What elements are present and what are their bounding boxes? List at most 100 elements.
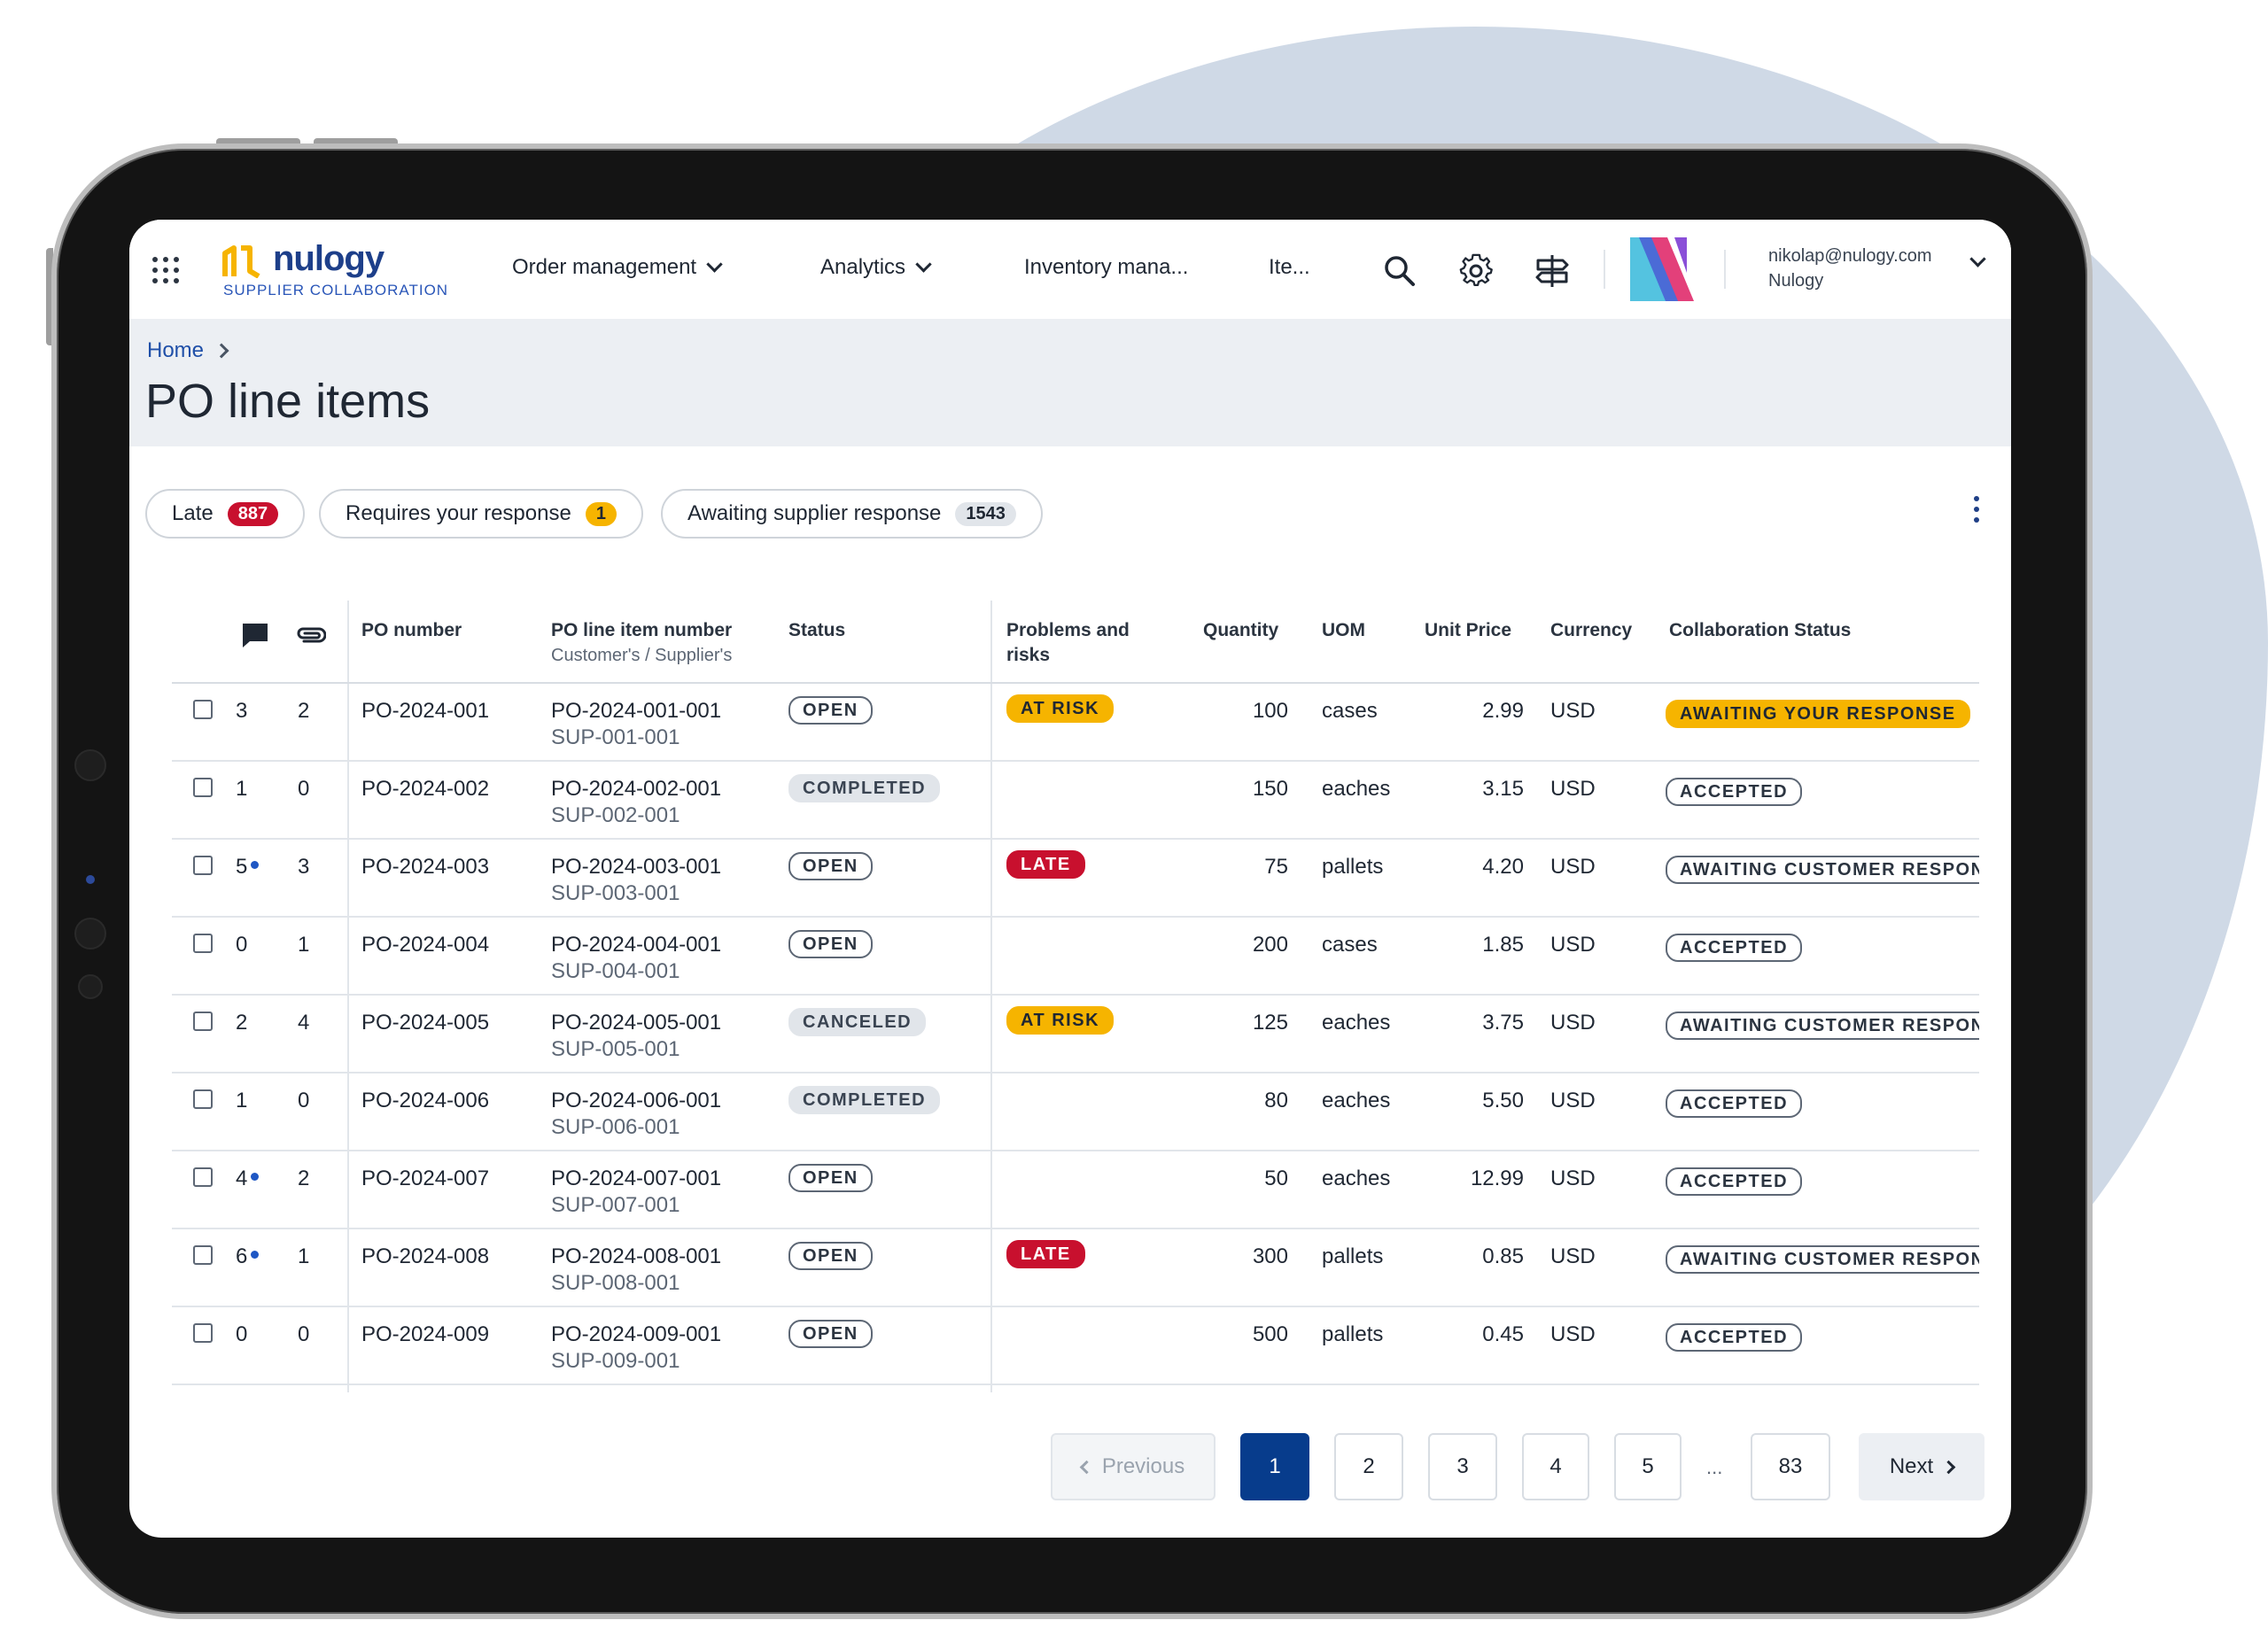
column-header-po-number[interactable]: PO number (361, 620, 462, 640)
collaboration-status-badge[interactable]: ACCEPTED (1666, 778, 1803, 806)
comment-count[interactable]: 1 (236, 776, 247, 802)
po-line-number[interactable]: PO-2024-001-001 SUP-001-001 (551, 698, 721, 751)
comment-icon[interactable] (241, 622, 269, 648)
table-row[interactable]: 1 0 PO-2024-002 PO-2024-002-001 SUP-002-001 C… (172, 762, 1979, 840)
column-header-status[interactable]: Status (788, 620, 846, 640)
nav-analytics[interactable]: Analytics (820, 255, 932, 280)
column-header-problems[interactable]: Problems and risks (1006, 618, 1130, 668)
pagination-page-4[interactable]: 4 (1522, 1433, 1589, 1500)
column-header-unit-price[interactable]: Unit Price (1425, 620, 1512, 640)
po-number-link[interactable]: PO-2024-002 (361, 777, 490, 801)
table-row[interactable]: 2 4 PO-2024-005 PO-2024-005-001 SUP-005-001 C… (172, 996, 1979, 1074)
collaboration-status-badge[interactable]: ACCEPTED (1666, 1089, 1803, 1118)
pagination-page-5[interactable]: 5 (1614, 1433, 1682, 1500)
filter-chip-late[interactable]: Late 887 (145, 489, 306, 539)
row-checkbox[interactable] (193, 1323, 213, 1343)
collaboration-status-badge[interactable]: AWAITING CUSTOMER RESPONSE (1666, 1245, 1979, 1274)
row-checkbox[interactable] (193, 934, 213, 953)
pagination-next-button[interactable]: Next (1859, 1433, 1984, 1500)
po-number-link[interactable]: PO-2024-006 (361, 1089, 490, 1112)
row-checkbox[interactable] (193, 778, 213, 797)
chevron-down-icon[interactable] (1969, 251, 1986, 267)
comment-count[interactable]: 0 (236, 1322, 247, 1348)
attachment-count[interactable]: 2 (298, 1167, 310, 1190)
row-checkbox[interactable] (193, 1245, 213, 1265)
table-row[interactable]: 0 1 PO-2024-004 PO-2024-004-001 SUP-004-001 O… (172, 918, 1979, 996)
po-line-number[interactable]: PO-2024-003-001 SUP-003-001 (551, 854, 721, 907)
row-checkbox[interactable] (193, 1012, 213, 1031)
po-number-link[interactable]: PO-2024-004 (361, 933, 490, 957)
po-number-link[interactable]: PO-2024-005 (361, 1011, 490, 1035)
po-number-link[interactable]: PO-2024-009 (361, 1322, 490, 1346)
collaboration-status-badge[interactable]: AWAITING CUSTOMER RESPONSE (1666, 1012, 1979, 1040)
po-number-link[interactable]: PO-2024-007 (361, 1167, 490, 1190)
pagination-page-3[interactable]: 3 (1428, 1433, 1497, 1500)
collaboration-status-badge[interactable]: ACCEPTED (1666, 1323, 1803, 1352)
organization-avatar[interactable] (1630, 237, 1697, 301)
po-line-number[interactable]: PO-2024-004-001 SUP-004-001 (551, 932, 721, 985)
table-row[interactable]: 4 2 PO-2024-007 PO-2024-007-001 SUP-007-001 O… (172, 1151, 1979, 1229)
attachment-count[interactable]: 0 (298, 777, 310, 801)
nav-items[interactable]: Ite... (1269, 255, 1310, 280)
column-header-quantity[interactable]: Quantity (1203, 620, 1279, 640)
column-header-currency[interactable]: Currency (1550, 620, 1633, 640)
po-line-number[interactable]: PO-2024-006-001 SUP-006-001 (551, 1088, 721, 1141)
row-checkbox[interactable] (193, 1167, 213, 1187)
collaboration-status-badge[interactable]: ACCEPTED (1666, 1167, 1803, 1196)
comment-count[interactable]: 1 (236, 1088, 247, 1114)
table-row[interactable]: 1 0 PO-2024-006 PO-2024-006-001 SUP-006-001 C… (172, 1074, 1979, 1151)
search-icon[interactable] (1382, 253, 1418, 289)
column-header-collaboration-status[interactable]: Collaboration Status (1669, 620, 1852, 640)
po-line-number[interactable]: PO-2024-005-001 SUP-005-001 (551, 1010, 721, 1063)
kebab-menu-icon[interactable] (1974, 496, 1981, 523)
po-number-link[interactable]: PO-2024-001 (361, 699, 490, 723)
column-header-po-line[interactable]: PO line item number Customer's / Supplier… (551, 618, 732, 668)
filter-chip-requires-response[interactable]: Requires your response 1 (319, 489, 643, 539)
table-row[interactable]: 6 1 PO-2024-008 PO-2024-008-001 SUP-008-001 O… (172, 1229, 1979, 1307)
po-line-number[interactable]: PO-2024-008-001 SUP-008-001 (551, 1244, 721, 1297)
breadcrumb-home-link[interactable]: Home (147, 338, 205, 362)
pagination-page-last[interactable]: 83 (1751, 1433, 1830, 1500)
comment-count[interactable]: 3 (236, 698, 247, 725)
collaboration-status-badge[interactable]: ACCEPTED (1666, 934, 1803, 962)
attachment-count[interactable]: 2 (298, 699, 310, 723)
po-line-number[interactable]: PO-2024-002-001 SUP-002-001 (551, 776, 721, 829)
po-line-number[interactable]: PO-2024-009-001 SUP-009-001 (551, 1322, 721, 1375)
brand-logo[interactable]: nulogy SUPPLIER COLLABORATION (221, 239, 452, 301)
comment-count[interactable]: 0 (236, 932, 247, 958)
attachment-count[interactable]: 1 (298, 1244, 310, 1268)
status-badge: OPEN (788, 1320, 873, 1348)
table-row[interactable]: 0 0 PO-2024-009 PO-2024-009-001 SUP-009-001 O… (172, 1307, 1979, 1385)
attachment-count[interactable]: 3 (298, 855, 310, 879)
pagination-page-2[interactable]: 2 (1334, 1433, 1403, 1500)
filter-chip-awaiting-supplier[interactable]: Awaiting supplier response 1543 (661, 489, 1043, 539)
apps-grid-icon[interactable] (152, 257, 179, 283)
collaboration-status-badge[interactable]: AWAITING CUSTOMER RESPONSE (1666, 856, 1979, 884)
comment-count[interactable]: 5 (236, 854, 260, 880)
attachment-count[interactable]: 1 (298, 933, 310, 957)
nav-inventory-management[interactable]: Inventory mana... (1024, 255, 1188, 280)
po-line-number[interactable]: PO-2024-007-001 SUP-007-001 (551, 1166, 721, 1219)
paperclip-icon[interactable] (296, 625, 326, 645)
signpost-icon[interactable] (1534, 253, 1570, 289)
pagination-page-1[interactable]: 1 (1240, 1433, 1309, 1500)
row-checkbox[interactable] (193, 1089, 213, 1109)
comment-count[interactable]: 6 (236, 1244, 260, 1270)
comment-count[interactable]: 4 (236, 1166, 260, 1192)
attachment-count[interactable]: 0 (298, 1089, 310, 1112)
table-row[interactable]: 3 2 PO-2024-001 PO-2024-001-001 SUP-001-001 O… (172, 684, 1979, 762)
row-checkbox[interactable] (193, 856, 213, 875)
comment-count[interactable]: 2 (236, 1010, 247, 1036)
pagination-previous-button[interactable]: Previous (1051, 1433, 1216, 1500)
currency-value: USD (1550, 1011, 1596, 1035)
table-row[interactable]: 5 3 PO-2024-003 PO-2024-003-001 SUP-003-001 O… (172, 840, 1979, 918)
po-number-link[interactable]: PO-2024-008 (361, 1244, 490, 1268)
attachment-count[interactable]: 0 (298, 1322, 310, 1346)
column-header-uom[interactable]: UOM (1322, 620, 1365, 640)
nav-order-management[interactable]: Order management (512, 255, 723, 280)
po-number-link[interactable]: PO-2024-003 (361, 855, 490, 879)
attachment-count[interactable]: 4 (298, 1011, 310, 1035)
gear-icon[interactable] (1458, 253, 1494, 289)
collaboration-status-badge[interactable]: AWAITING YOUR RESPONSE (1666, 700, 1970, 728)
row-checkbox[interactable] (193, 700, 213, 719)
